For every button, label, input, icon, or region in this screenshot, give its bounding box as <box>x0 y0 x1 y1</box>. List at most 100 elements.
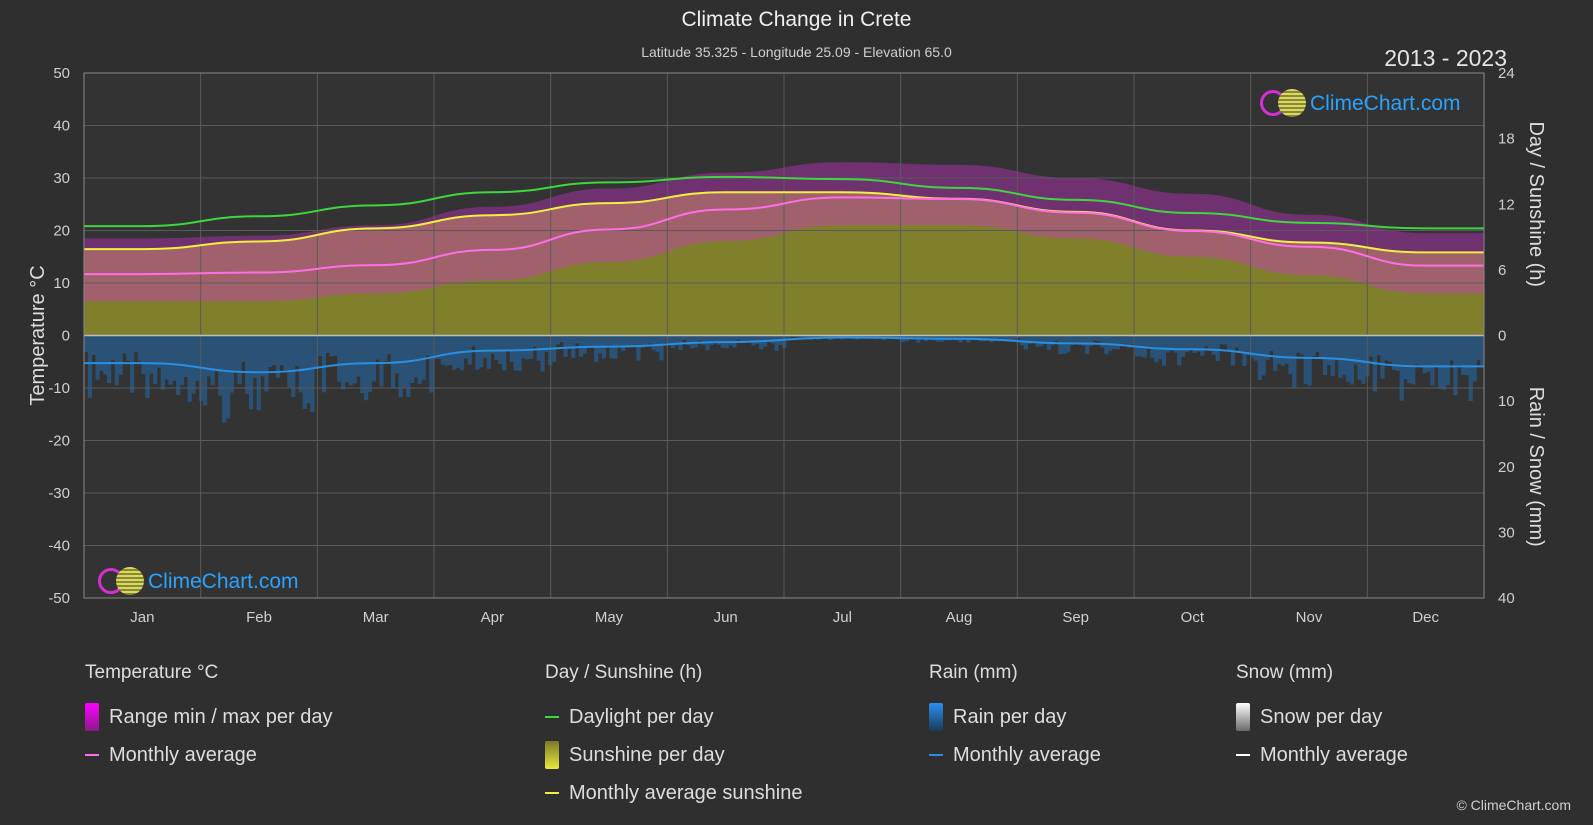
y2-tick-label: 6 <box>1498 262 1506 279</box>
rain-bar <box>993 335 998 341</box>
x-tick-label: Jul <box>833 609 852 626</box>
rain-bar <box>1177 335 1182 366</box>
rain-bar <box>655 335 660 352</box>
x-tick-label: Sep <box>1062 609 1089 626</box>
rain-bar <box>502 335 507 371</box>
rain-bar <box>168 335 173 385</box>
rain-bar <box>1238 335 1243 352</box>
rain-bar <box>440 335 445 365</box>
rain-bar <box>225 335 231 419</box>
snow-avg-line-swatch <box>1236 754 1250 756</box>
rain-bar <box>1388 335 1393 362</box>
rain-bar <box>294 335 300 366</box>
rain-bar <box>164 335 169 380</box>
legend-title: Rain (mm) <box>929 662 1018 683</box>
rain-bar <box>1303 335 1308 384</box>
rain-bar <box>632 335 637 345</box>
rain-bar <box>471 335 476 347</box>
rain-bar <box>1234 335 1239 348</box>
logo-top[interactable]: ClimeChart.com <box>1258 88 1461 120</box>
rain-bar <box>908 335 913 339</box>
rain-bar <box>1035 335 1040 347</box>
logo-bottom[interactable]: ClimeChart.com <box>96 566 299 598</box>
rain-bar <box>1058 335 1063 355</box>
rain-bar <box>214 335 219 371</box>
rain-bar <box>1265 335 1270 360</box>
rain-bar <box>107 335 112 384</box>
rain-bar <box>149 335 154 374</box>
logo-text: ClimeChart.com <box>148 570 299 593</box>
rain-bar <box>84 335 89 353</box>
rain-bar <box>1445 335 1450 386</box>
rain-bar <box>563 335 568 357</box>
rain-bar <box>1150 335 1155 358</box>
rain-bar <box>743 335 748 342</box>
snow-swatch <box>1236 703 1250 731</box>
rain-bar <box>118 335 123 375</box>
rain-bar <box>1069 335 1074 346</box>
rain-bar <box>394 335 399 374</box>
rain-bar <box>667 335 672 344</box>
rain-bar <box>1414 335 1420 365</box>
y-tick-label: -40 <box>48 538 70 555</box>
rain-bar <box>805 335 810 339</box>
rain-bar <box>1138 335 1144 357</box>
rain-bar <box>364 335 369 401</box>
rain-bar <box>574 335 580 344</box>
rain-bar <box>651 335 656 351</box>
rain-avg-line <box>84 336 1484 374</box>
legend-item: Snow per day <box>1236 698 1408 736</box>
rain-bar <box>1169 335 1174 351</box>
rain-bar <box>1391 335 1397 370</box>
y2-tick-label: 12 <box>1498 196 1515 213</box>
rain-bar <box>1050 335 1055 346</box>
rain-bar <box>1092 335 1098 341</box>
rain-bar <box>195 335 200 381</box>
rain-bar <box>1411 335 1416 385</box>
copyright: © ClimeChart.com <box>1456 797 1571 813</box>
rain-bar <box>110 335 116 361</box>
rain-bar <box>87 335 93 398</box>
rain-bar <box>1146 335 1151 349</box>
rain-bar <box>126 335 131 361</box>
rain-bar <box>1437 335 1443 389</box>
rain-bar <box>701 335 706 345</box>
legend-label: Monthly average <box>109 743 257 766</box>
rain-bar <box>759 335 764 350</box>
rain-bar <box>1334 335 1339 361</box>
rain-bar <box>617 335 622 347</box>
rain-bar <box>191 335 196 394</box>
rain-bar <box>1476 335 1481 360</box>
legend-item: Monthly average sunshine <box>545 774 802 812</box>
rain-bar <box>1299 335 1305 355</box>
rain-bar <box>486 335 491 369</box>
rain-bar <box>279 335 284 366</box>
rain-bar <box>156 335 162 369</box>
rain-bar <box>525 335 530 360</box>
temperature-avg-line <box>83 196 1484 276</box>
rain-bar <box>843 335 848 338</box>
daylight-line <box>83 175 1484 230</box>
rain-bar <box>1161 335 1167 366</box>
rain-bar <box>1449 335 1454 361</box>
rain-bar <box>317 335 323 357</box>
rain-bar <box>605 335 610 346</box>
x-tick-label: Apr <box>481 609 504 626</box>
sunshine-avg-line <box>84 191 1484 254</box>
rain-bar <box>1111 335 1117 349</box>
rain-bar <box>1062 335 1067 354</box>
legend-label: Monthly average sunshine <box>569 781 803 804</box>
rain-bar <box>739 335 745 343</box>
rain-bar <box>747 335 752 342</box>
daylight-line-swatch <box>545 716 559 718</box>
rain-bar <box>1403 335 1408 380</box>
rain-bar <box>659 335 664 361</box>
rain-bar <box>736 335 741 340</box>
y-tick-label: -10 <box>48 380 70 397</box>
rain-bar <box>1215 335 1220 361</box>
rain-bar <box>237 335 242 385</box>
rain-bar <box>406 335 411 397</box>
rain-bar <box>1292 335 1297 388</box>
rain-bar <box>1460 335 1466 375</box>
rain-bar <box>141 335 146 374</box>
